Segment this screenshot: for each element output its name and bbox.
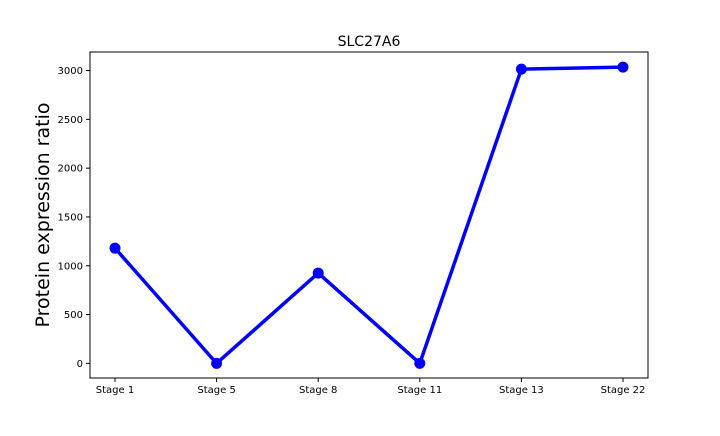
series-line: [113, 65, 625, 366]
series-layer: [109, 61, 629, 369]
y-axis-label: Protein expression ratio: [32, 103, 54, 328]
y-tick-label: 500: [64, 310, 83, 321]
y-tick-label: 1000: [58, 261, 83, 272]
y-tick-label: 0: [77, 359, 83, 370]
y-tick-label: 2500: [58, 115, 83, 126]
data-point-marker: [414, 357, 426, 369]
x-tick-label: Stage 5: [197, 385, 235, 396]
x-tick-label: Stage 13: [499, 385, 544, 396]
x-tick-label: Stage 1: [96, 385, 134, 396]
chart-title: SLC27A6: [338, 34, 401, 50]
y-tick-label: 1500: [58, 212, 83, 223]
y-tick-label: 3000: [58, 66, 83, 77]
y-tick-label: 2000: [58, 164, 83, 175]
x-tick-label: Stage 22: [601, 385, 646, 396]
y-axis-ticks: 0 500 1000 1500 2000 2500 3000: [58, 66, 90, 370]
data-point-marker: [312, 267, 324, 279]
data-point-marker: [515, 63, 527, 75]
x-tick-label: Stage 11: [397, 385, 442, 396]
x-axis-ticks: Stage 1 Stage 5 Stage 8 Stage 11 Stage 13 Sta…: [96, 378, 646, 396]
data-point-marker: [211, 357, 223, 369]
data-point-marker: [617, 61, 629, 73]
plot-area-frame: [89, 51, 649, 379]
x-tick-label: Stage 8: [299, 385, 337, 396]
data-point-marker: [109, 242, 121, 254]
